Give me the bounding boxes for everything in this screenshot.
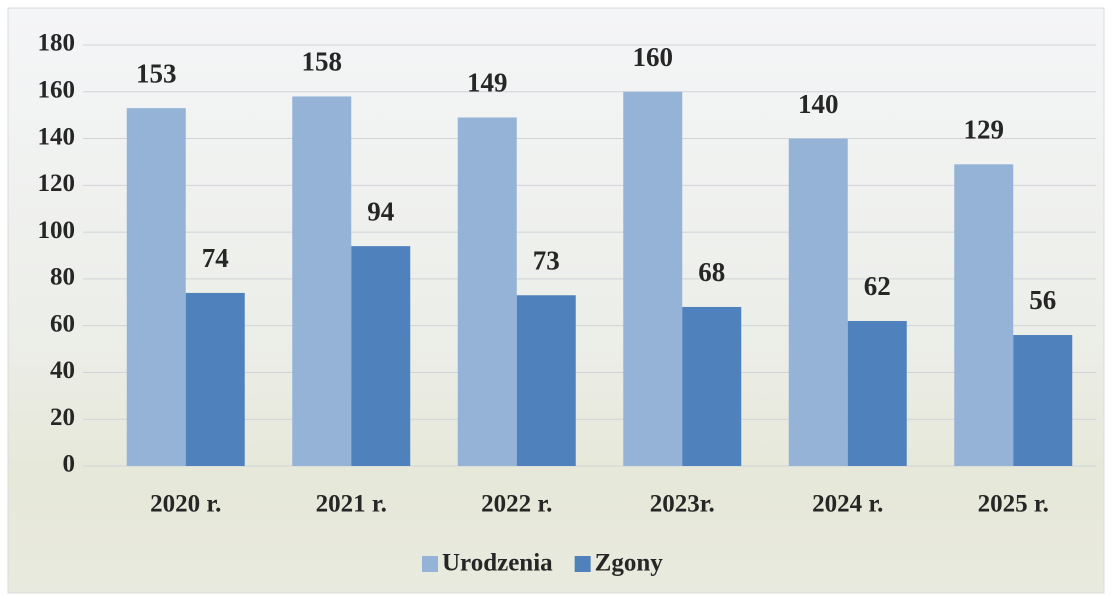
value-label: 160 [633, 42, 674, 72]
y-tick-label: 0 [63, 451, 76, 478]
x-tick-label: 2022 r. [481, 491, 552, 518]
bar [351, 246, 410, 466]
bar [458, 118, 517, 466]
legend-label: Zgony [595, 550, 664, 577]
y-tick-label: 100 [38, 217, 76, 244]
x-tick-label: 2020 r. [150, 491, 221, 518]
value-label: 149 [467, 68, 508, 98]
bar [186, 293, 245, 466]
bar [682, 307, 741, 466]
value-label: 56 [1029, 285, 1056, 315]
legend-swatch [575, 556, 591, 572]
value-label: 74 [202, 243, 229, 273]
bar [789, 139, 848, 466]
bar [127, 108, 186, 466]
value-label: 158 [302, 47, 343, 77]
y-tick-label: 80 [50, 264, 75, 291]
y-tick-label: 120 [38, 170, 76, 197]
bar [1013, 335, 1072, 466]
value-label: 68 [698, 257, 725, 287]
legend-label: Urodzenia [442, 550, 553, 577]
y-tick-label: 180 [38, 30, 76, 57]
value-label: 62 [864, 271, 891, 301]
bar [517, 295, 576, 466]
bar [623, 92, 682, 466]
value-label: 140 [798, 89, 839, 119]
bar [954, 164, 1013, 466]
bar [848, 321, 907, 466]
value-label: 153 [136, 58, 177, 88]
bar [292, 96, 351, 466]
x-tick-label: 2023r. [650, 491, 715, 518]
y-tick-label: 160 [38, 77, 76, 104]
x-tick-label: 2021 r. [316, 491, 387, 518]
value-label: 129 [964, 114, 1005, 144]
y-tick-label: 60 [50, 310, 75, 337]
y-tick-label: 140 [38, 123, 76, 150]
y-tick-label: 40 [50, 357, 75, 384]
value-label: 73 [533, 245, 560, 275]
x-tick-label: 2025 r. [978, 491, 1049, 518]
legend-swatch [422, 556, 438, 572]
value-label: 94 [367, 196, 394, 226]
y-tick-label: 20 [50, 404, 75, 431]
chart: 0 20 40 60 80 100 120 140 160 180 2020 r. 153 74 2021… [0, 0, 1112, 599]
x-tick-label: 2024 r. [812, 491, 883, 518]
